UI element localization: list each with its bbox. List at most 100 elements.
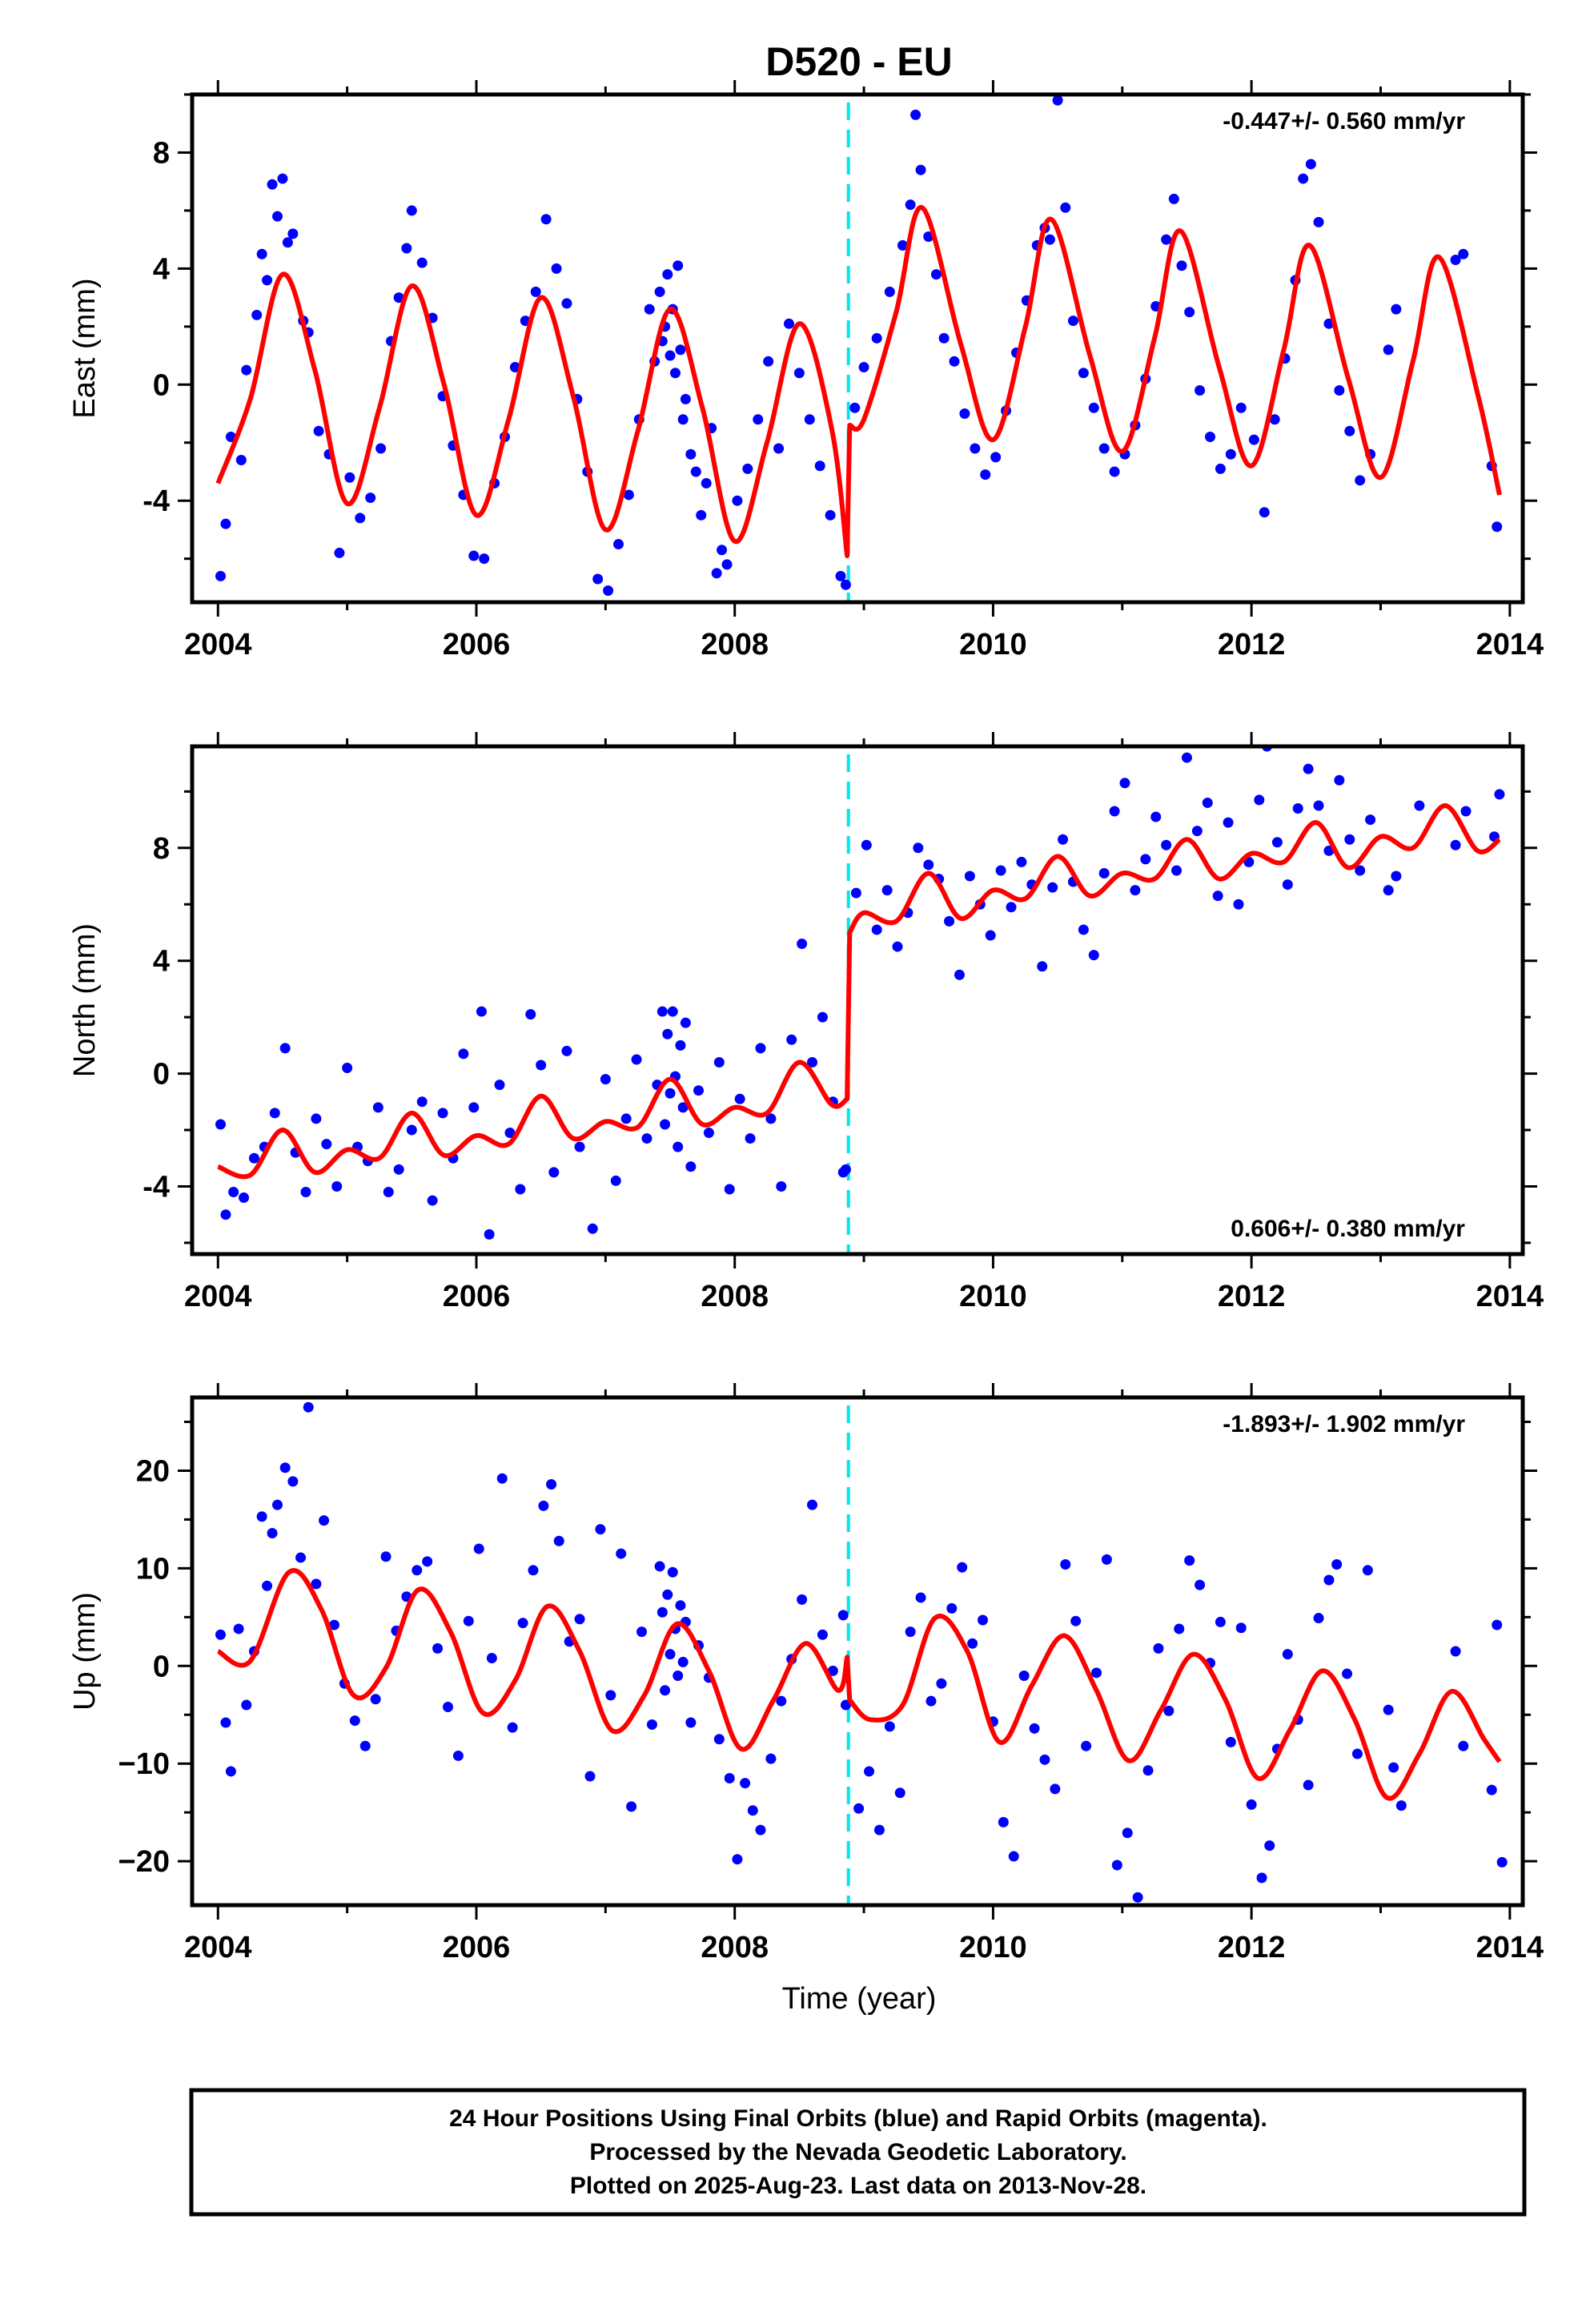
- north-data-point: [372, 1102, 383, 1113]
- east-data-point: [215, 570, 226, 581]
- north-data-point: [416, 1096, 428, 1108]
- north-data-point: [1130, 885, 1141, 896]
- up-y-tick-label: 0: [153, 1650, 170, 1683]
- east-rate-label: -0.447+/- 0.560 mm/yr: [1223, 108, 1465, 135]
- east-data-point: [1225, 448, 1236, 460]
- east-data-point: [849, 402, 861, 413]
- east-data-point: [1215, 463, 1226, 474]
- up-data-point: [442, 1701, 453, 1712]
- north-data-point: [525, 1009, 536, 1020]
- up-data-point: [998, 1816, 1009, 1827]
- north-data-point: [703, 1128, 714, 1139]
- up-data-point: [673, 1670, 684, 1681]
- east-data-point: [804, 414, 815, 425]
- up-data-point: [220, 1717, 231, 1728]
- north-model-curve: [217, 803, 1501, 1180]
- up-data-point: [1388, 1762, 1399, 1773]
- east-data-point: [530, 286, 541, 297]
- east-data-point: [241, 364, 252, 376]
- east-data-point: [915, 164, 926, 175]
- up-data-point: [486, 1653, 497, 1664]
- up-data-point: [626, 1801, 637, 1812]
- up-data-point: [1081, 1740, 1092, 1751]
- east-data-point: [1334, 385, 1345, 396]
- up-model-curve: [216, 1568, 1502, 1801]
- east-data-point: [930, 269, 942, 280]
- up-data-point: [1111, 1860, 1122, 1871]
- up-data-point: [319, 1515, 330, 1526]
- up-data-point: [538, 1500, 549, 1511]
- north-data-point: [484, 1228, 495, 1240]
- north-data-point: [724, 1184, 735, 1195]
- north-data-point: [840, 1164, 851, 1175]
- up-data-point: [370, 1694, 381, 1705]
- east-data-point: [742, 463, 753, 474]
- north-data-point: [536, 1059, 547, 1071]
- east-data-point: [1391, 304, 1402, 315]
- up-data-point: [1323, 1574, 1335, 1586]
- east-data-point: [825, 509, 836, 521]
- east-data-point: [251, 309, 263, 320]
- east-data-point: [970, 443, 981, 454]
- east-data-point: [1492, 521, 1503, 533]
- east-data-point: [401, 243, 412, 254]
- north-data-point: [1119, 778, 1130, 789]
- up-x-tick-label: 2008: [701, 1931, 769, 1964]
- up-data-point: [755, 1824, 766, 1835]
- up-data-point: [1142, 1765, 1154, 1776]
- east-data-point: [1078, 368, 1089, 379]
- north-data-point: [1450, 839, 1461, 850]
- up-data-point: [262, 1580, 273, 1591]
- north-data-point: [1058, 834, 1069, 845]
- north-y-tick-label: 4: [153, 945, 170, 979]
- up-data-point: [675, 1600, 686, 1611]
- up-data-point: [1050, 1783, 1061, 1795]
- east-data-point: [685, 448, 697, 460]
- up-data-point: [1195, 1579, 1206, 1590]
- east-y-tick-label: 4: [153, 252, 170, 286]
- north-data-point: [600, 1074, 611, 1085]
- east-data-point: [1383, 344, 1394, 356]
- north-data-point: [504, 1128, 516, 1139]
- north-data-point: [913, 842, 924, 854]
- east-data-point: [1313, 216, 1324, 227]
- up-data-point: [1264, 1840, 1275, 1852]
- up-data-point: [233, 1623, 244, 1634]
- east-plot-area: [215, 94, 1503, 602]
- north-data-point: [817, 1011, 828, 1023]
- east-data-point: [773, 443, 785, 454]
- east-y-axis-label: East (mm): [68, 278, 102, 418]
- up-x-tick-label: 2004: [184, 1931, 252, 1964]
- east-data-point: [949, 356, 960, 367]
- up-data-point: [1458, 1740, 1469, 1751]
- east-data-point: [763, 356, 774, 367]
- north-data-point: [1391, 870, 1402, 882]
- north-data-point: [673, 1141, 684, 1152]
- up-data-point: [873, 1824, 885, 1835]
- east-data-point: [701, 477, 712, 489]
- east-data-point: [1168, 193, 1179, 204]
- up-y-axis-label: Up (mm): [68, 1592, 102, 1711]
- up-data-point: [654, 1561, 665, 1572]
- north-data-point: [561, 1045, 572, 1056]
- up-data-point: [287, 1476, 299, 1487]
- north-data-point: [1171, 865, 1182, 876]
- north-x-tick-label: 2006: [443, 1280, 511, 1313]
- up-data-point: [853, 1803, 865, 1814]
- north-data-point: [620, 1113, 632, 1124]
- up-data-point: [546, 1479, 557, 1490]
- north-data-point: [656, 1006, 668, 1017]
- east-data-point: [938, 332, 950, 344]
- north-data-point: [1078, 924, 1089, 935]
- north-data-point: [1334, 774, 1345, 786]
- east-data-point: [721, 559, 733, 570]
- north-plot-area: [215, 746, 1505, 1254]
- north-data-point: [321, 1139, 332, 1150]
- east-data-point: [267, 179, 278, 190]
- up-data-point: [713, 1734, 725, 1745]
- north-y-tick-label: 0: [153, 1058, 170, 1092]
- up-data-point: [1091, 1667, 1102, 1679]
- east-data-point: [1235, 402, 1247, 413]
- up-panel: 2004 2006 2008 2010 2012 2014 −20 −10 0 10 20 Up (m…: [68, 1383, 1544, 1964]
- up-data-point: [827, 1665, 838, 1676]
